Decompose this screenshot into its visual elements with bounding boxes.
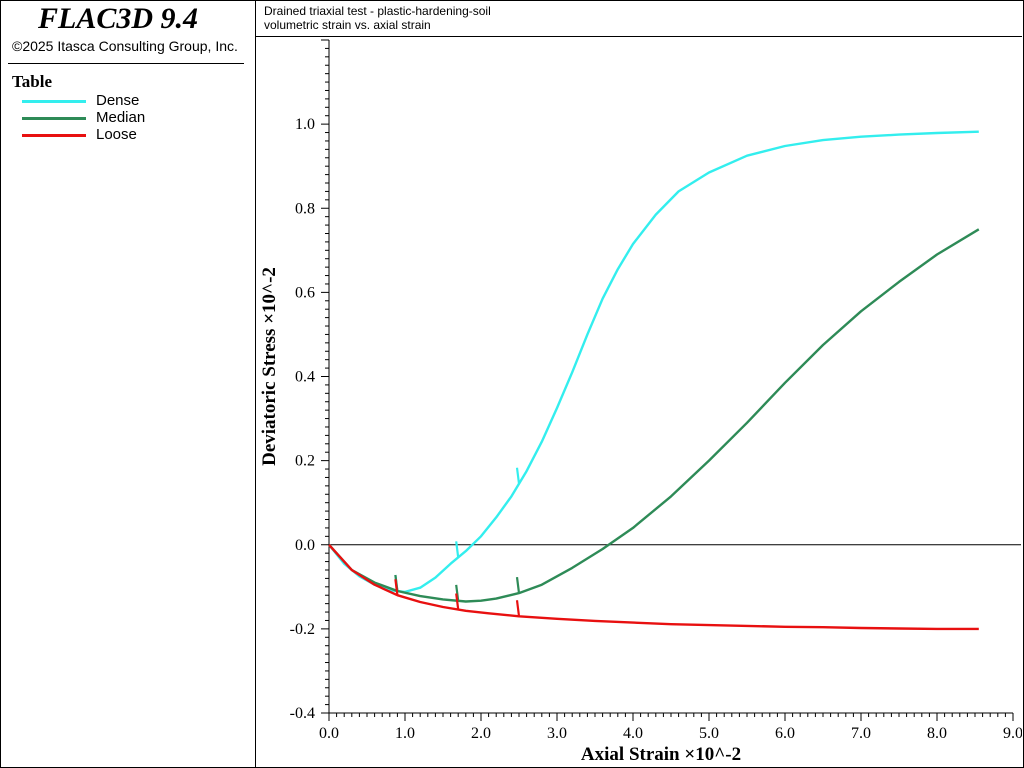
legend-label-dense: Dense <box>96 92 140 109</box>
plot-header: Drained triaxial test - plastic-hardenin… <box>256 0 1022 37</box>
y-tick-label: 0.6 <box>295 284 315 301</box>
series-marker-dense <box>455 541 460 558</box>
x-tick-label: 5.0 <box>699 725 719 742</box>
plot-title: Drained triaxial test - plastic-hardenin… <box>264 4 491 18</box>
legend-item-dense: Dense <box>22 92 242 109</box>
y-tick-label: 0.0 <box>295 537 315 554</box>
series-marker-median <box>515 576 521 594</box>
y-tick-label: 0.4 <box>295 369 315 386</box>
series-marker-loose <box>455 593 460 610</box>
x-tick-label: 3.0 <box>547 725 567 742</box>
x-tick-label: 1.0 <box>395 725 415 742</box>
y-tick-label: 0.2 <box>295 453 315 470</box>
copyright-text: ©2025 Itasca Consulting Group, Inc. <box>12 38 238 54</box>
legend-panel: FLAC3D 9.4 ©2025 Itasca Consulting Group… <box>0 0 256 768</box>
series-line-loose <box>328 543 979 631</box>
legend-label-loose: Loose <box>96 126 137 143</box>
y-axis-title: Deviatoric Stress ×10^-2 <box>259 267 280 466</box>
x-tick-label: 2.0 <box>471 725 491 742</box>
x-axis-title: Axial Strain ×10^-2 <box>581 744 741 765</box>
legend-swatch-dense <box>22 100 86 103</box>
plot-subtitle: volumetric strain vs. axial strain <box>264 18 431 32</box>
x-tick-label: 0.0 <box>319 725 339 742</box>
y-tick-label: 0.8 <box>295 200 315 217</box>
legend-label-median: Median <box>96 109 146 126</box>
legend-title: Table <box>12 72 53 91</box>
legend-swatch-median <box>22 117 86 120</box>
x-tick-label: 8.0 <box>927 725 947 742</box>
x-tick-label: 4.0 <box>623 725 643 742</box>
series-line-dense <box>328 130 979 594</box>
chart-area: 0.0 1.0 2.0 3.0 4.0 5.0 6.0 7.0 8.0 9.0 -0.4 -0.2 0.… <box>259 39 1022 765</box>
x-tick-label: 7.0 <box>851 725 871 742</box>
app-title: FLAC3D 9.4 <box>38 2 199 35</box>
series-marker-dense <box>515 467 521 484</box>
x-tick-label: 9.0 <box>1003 725 1022 742</box>
x-tick-label: 6.0 <box>775 725 795 742</box>
y-tick-label: -0.4 <box>290 705 315 722</box>
divider <box>8 63 244 64</box>
legend-item-loose: Loose <box>22 126 242 143</box>
series-marker-loose <box>515 600 521 617</box>
legend-swatch-loose <box>22 134 86 137</box>
y-tick-label: -0.2 <box>290 621 315 638</box>
series-marker-loose <box>394 579 399 596</box>
series-line-median <box>328 228 980 603</box>
y-tick-label: 1.0 <box>295 116 315 133</box>
legend-item-median: Median <box>22 109 242 126</box>
